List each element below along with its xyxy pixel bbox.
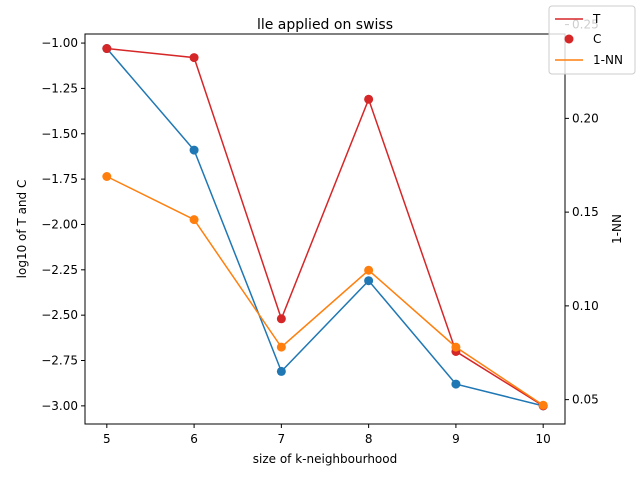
x-axis-ticks: 5 6 7 8 9 10 xyxy=(103,424,551,446)
x-tick-label: 9 xyxy=(452,432,460,446)
y-tick-label: −1.25 xyxy=(41,81,78,95)
legend-swatch-c xyxy=(564,34,574,44)
data-point-c xyxy=(276,314,286,324)
y2-tick-label: 0.20 xyxy=(572,111,599,125)
data-point-c xyxy=(189,53,199,63)
y-tick-label: −2.75 xyxy=(41,354,78,368)
x-tick-label: 8 xyxy=(365,432,373,446)
y-tick-label: −3.00 xyxy=(41,399,78,413)
plot-frame xyxy=(84,33,566,425)
legend-label-t: T xyxy=(592,12,601,26)
data-point-1nn xyxy=(189,215,199,225)
data-point-blue xyxy=(451,379,461,389)
y-axis-label: log10 of T and C xyxy=(15,180,29,279)
series-line-blue xyxy=(106,48,544,407)
x-tick-label: 5 xyxy=(103,432,111,446)
y-tick-label: −2.00 xyxy=(41,217,78,231)
y-tick-label: −1.50 xyxy=(41,127,78,141)
legend-label-1nn: 1-NN xyxy=(593,53,623,67)
data-point-blue xyxy=(189,145,199,155)
y2-tick-label: 0.15 xyxy=(572,205,599,219)
y-tick-label: −1.75 xyxy=(41,172,78,186)
chart-title: lle applied on swiss xyxy=(257,17,393,33)
data-point-1nn xyxy=(276,342,286,352)
y-axis-ticks: −1.00 −1.25 −1.50 −1.75 −2.00 −2.25 −2.50 −2.75… xyxy=(41,36,85,413)
x-axis-label: size of k-neighbourhood xyxy=(253,452,397,466)
data-point-blue xyxy=(364,276,374,286)
series-line-1nn xyxy=(106,175,544,406)
y2-axis-label: 1-NN xyxy=(610,214,624,244)
data-point-c xyxy=(102,44,112,54)
y-tick-label: −1.00 xyxy=(41,36,78,50)
legend: T C 1-NN xyxy=(548,5,636,75)
x-tick-label: 6 xyxy=(190,432,198,446)
legend-label-c: C xyxy=(593,32,601,46)
data-point-1nn xyxy=(364,265,374,275)
y-tick-label: −2.25 xyxy=(41,263,78,277)
series-line-t xyxy=(106,47,544,407)
x-tick-label: 10 xyxy=(536,432,551,446)
y2-tick-label: 0.05 xyxy=(572,393,599,407)
data-point-1nn xyxy=(102,172,112,181)
data-point-1nn xyxy=(451,342,461,352)
series-layer xyxy=(102,44,548,411)
y2-axis-ticks: 0.050.100.150.200.25 xyxy=(565,18,599,407)
data-point-blue xyxy=(276,366,286,376)
y-tick-label: −2.50 xyxy=(41,308,78,322)
plot-area xyxy=(85,34,565,424)
y2-tick-label: 0.10 xyxy=(572,299,599,313)
x-tick-label: 7 xyxy=(278,432,286,446)
data-point-c xyxy=(364,94,374,104)
legend-frame xyxy=(548,5,636,75)
data-point-1nn xyxy=(538,400,548,410)
